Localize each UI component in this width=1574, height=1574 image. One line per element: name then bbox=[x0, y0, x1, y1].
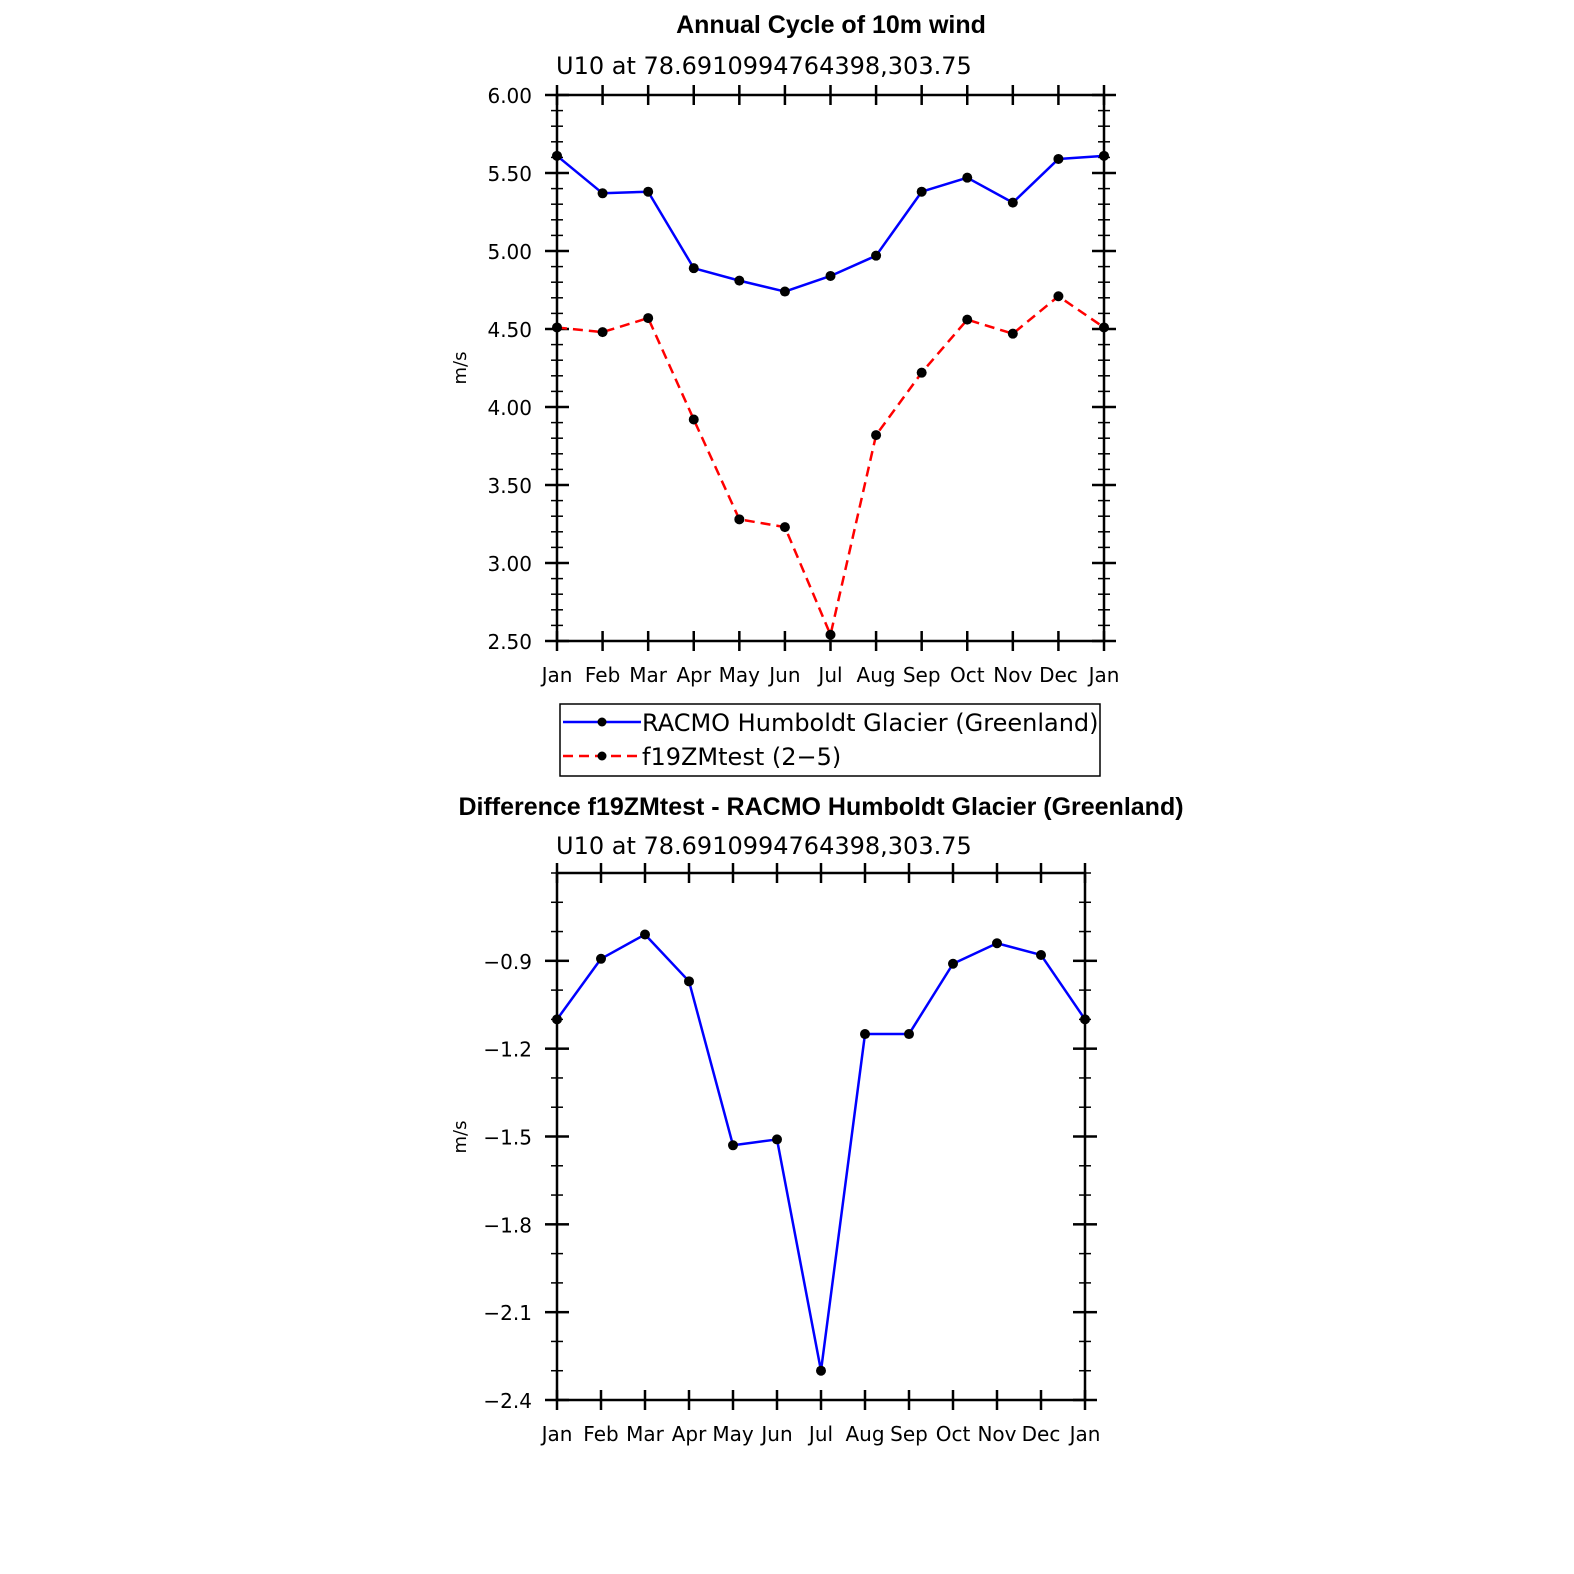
series-layer bbox=[552, 929, 1090, 1376]
data-point bbox=[597, 188, 608, 199]
y-tick-label: −0.9 bbox=[483, 950, 532, 974]
data-point bbox=[962, 314, 973, 325]
legend-marker-f19 bbox=[597, 751, 607, 761]
x-tick-label: Apr bbox=[676, 663, 711, 687]
series-line-1 bbox=[556, 294, 1105, 637]
data-point bbox=[643, 313, 654, 324]
x-tick-label: May bbox=[712, 1422, 754, 1446]
series-layer bbox=[552, 150, 1109, 640]
data-point bbox=[596, 953, 606, 964]
data-point bbox=[640, 929, 650, 940]
data-point bbox=[734, 275, 745, 286]
chart-subtitle: U10 at 78.6910994764398,303.75 bbox=[556, 832, 972, 860]
y-tick-label: 5.00 bbox=[487, 240, 532, 264]
x-tick-label: Jul bbox=[807, 1422, 833, 1446]
y-axis-label: m/s bbox=[450, 352, 471, 385]
data-point bbox=[779, 522, 790, 533]
y-tick-label: 3.00 bbox=[487, 552, 532, 576]
y-tick-label: −2.1 bbox=[483, 1301, 532, 1325]
x-tick-label: Feb bbox=[583, 1422, 618, 1446]
x-tick-label: Jun bbox=[759, 1422, 792, 1446]
x-tick-label: Jan bbox=[1087, 663, 1120, 687]
data-point bbox=[688, 414, 699, 425]
legend-box bbox=[559, 703, 1101, 777]
data-point bbox=[1036, 949, 1046, 960]
x-tick-label: Mar bbox=[629, 663, 668, 687]
annual-cycle-chart: Annual Cycle of 10m wind U10 at 78.69109… bbox=[450, 11, 1119, 777]
data-point bbox=[904, 1029, 914, 1040]
data-point bbox=[728, 1140, 738, 1151]
x-tick-label: Aug bbox=[845, 1422, 884, 1446]
data-point bbox=[1053, 291, 1064, 302]
x-tick-label: Oct bbox=[950, 663, 985, 687]
x-tick-label: Sep bbox=[903, 663, 941, 687]
chart-title: Difference f19ZMtest - RACMO Humboldt Gl… bbox=[458, 793, 1183, 821]
y-tick-label: 5.50 bbox=[487, 162, 532, 186]
y-tick-label: 3.50 bbox=[487, 474, 532, 498]
x-tick-label: Dec bbox=[1039, 663, 1078, 687]
data-point bbox=[871, 250, 882, 261]
x-tick-label: Nov bbox=[993, 663, 1032, 687]
x-tick-label: Jan bbox=[540, 1422, 573, 1446]
data-point bbox=[825, 270, 836, 281]
legend-label-f19: f19ZMtest (2−5) bbox=[642, 743, 841, 771]
x-tick-label: Oct bbox=[936, 1422, 971, 1446]
tick-labels: Jan Feb Mar Apr May Jun Jul Aug Sep Oct Nov Dec Jan 2… bbox=[487, 84, 1119, 687]
data-point bbox=[871, 430, 882, 441]
x-tick-label: Aug bbox=[857, 663, 896, 687]
legend: RACMO Humboldt Glacier (Greenland) f19ZM… bbox=[559, 703, 1101, 777]
data-point bbox=[688, 263, 699, 274]
y-tick-label: −1.2 bbox=[483, 1038, 532, 1062]
x-tick-label: Sep bbox=[890, 1422, 928, 1446]
x-tick-label: Mar bbox=[626, 1422, 665, 1446]
chart-title: Annual Cycle of 10m wind bbox=[676, 11, 986, 39]
data-point bbox=[684, 976, 694, 987]
legend-label-racmo: RACMO Humboldt Glacier (Greenland) bbox=[642, 709, 1099, 737]
x-tick-label: Nov bbox=[977, 1422, 1016, 1446]
y-tick-label: 6.00 bbox=[487, 84, 532, 108]
x-tick-label: Jul bbox=[816, 663, 842, 687]
y-tick-label: 4.00 bbox=[487, 396, 532, 420]
data-point bbox=[825, 629, 836, 640]
x-tick-label: Jan bbox=[1068, 1422, 1101, 1446]
data-point bbox=[916, 367, 927, 378]
data-point bbox=[1007, 197, 1018, 208]
x-tick-label: Dec bbox=[1022, 1422, 1061, 1446]
data-point bbox=[860, 1029, 870, 1040]
chart-subtitle: U10 at 78.6910994764398,303.75 bbox=[556, 52, 972, 80]
data-point bbox=[948, 958, 958, 969]
x-tick-label: Jan bbox=[540, 663, 573, 687]
data-point bbox=[816, 1365, 826, 1376]
plot-frame bbox=[555, 93, 1106, 643]
data-point bbox=[992, 938, 1002, 949]
data-point bbox=[734, 514, 745, 525]
y-axis-label: m/s bbox=[450, 1121, 471, 1154]
y-tick-label: −1.5 bbox=[483, 1126, 532, 1150]
tick-labels: Jan Feb Mar Apr May Jun Jul Aug Sep Oct Nov Dec Jan−… bbox=[483, 950, 1100, 1446]
data-point bbox=[1053, 153, 1064, 164]
data-point bbox=[779, 286, 790, 297]
data-point bbox=[962, 172, 973, 183]
data-point bbox=[597, 327, 608, 338]
data-point bbox=[643, 186, 654, 197]
series-line-0 bbox=[555, 933, 1087, 1372]
legend-marker-racmo bbox=[597, 717, 607, 727]
x-tick-label: Jun bbox=[767, 663, 800, 687]
axis-ticks bbox=[545, 85, 1116, 651]
x-tick-label: May bbox=[719, 663, 761, 687]
plot-frame bbox=[555, 871, 1087, 1402]
x-tick-label: Feb bbox=[585, 663, 620, 687]
data-point bbox=[772, 1134, 782, 1145]
data-point bbox=[916, 186, 927, 197]
data-point bbox=[1007, 328, 1018, 339]
y-tick-label: −2.4 bbox=[483, 1389, 532, 1413]
y-tick-label: −1.8 bbox=[483, 1213, 532, 1237]
x-tick-label: Apr bbox=[672, 1422, 707, 1446]
y-tick-label: 2.50 bbox=[487, 630, 532, 654]
y-tick-label: 4.50 bbox=[487, 318, 532, 342]
difference-chart: Difference f19ZMtest - RACMO Humboldt Gl… bbox=[450, 793, 1184, 1446]
